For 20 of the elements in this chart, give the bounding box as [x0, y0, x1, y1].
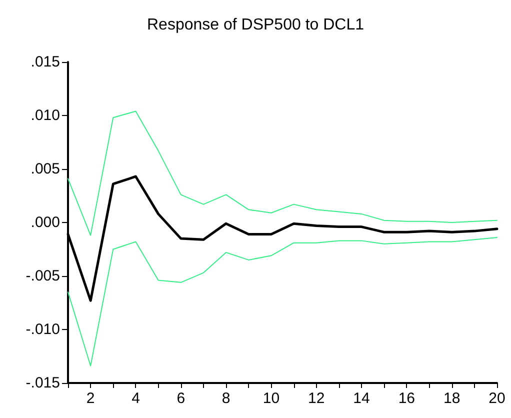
y-tick-label: -.015 [26, 374, 60, 392]
y-tick-label: -.005 [26, 268, 60, 284]
y-tick-label: .010 [30, 107, 60, 124]
x-tick-label: 16 [398, 390, 416, 407]
x-tick-label: 8 [222, 390, 230, 407]
y-tick-label: .005 [30, 160, 60, 178]
x-tick-label: 2 [86, 390, 95, 407]
x-tick-label: 10 [262, 390, 280, 407]
x-tick-label: 18 [444, 390, 460, 407]
line-series [68, 236, 498, 366]
line-series [68, 110, 498, 236]
x-tick-label: 6 [176, 390, 186, 407]
y-tick-label: .015 [30, 54, 60, 70]
x-tick-label: 20 [488, 390, 506, 407]
x-tick-label: 12 [308, 390, 325, 407]
x-tick-label: 4 [132, 390, 140, 407]
chart-title: Response of DSP500 to DCL1 [146, 16, 364, 34]
x-tick-label: 14 [353, 390, 370, 407]
y-tick-label: .000 [30, 214, 60, 231]
y-tick-label: -.010 [26, 321, 60, 338]
